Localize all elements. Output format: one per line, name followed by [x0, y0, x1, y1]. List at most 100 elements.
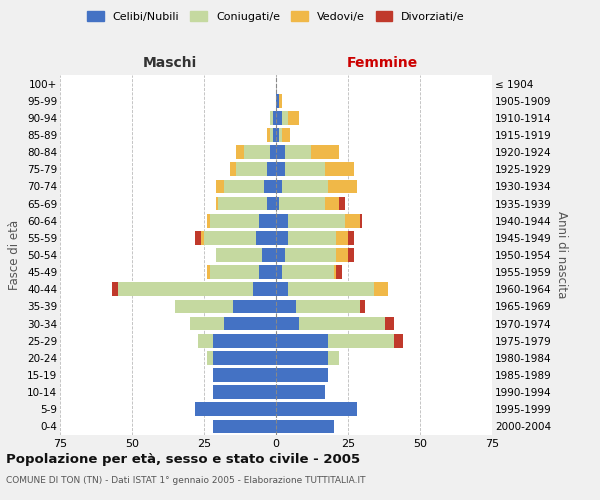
Bar [328, 351, 340, 364]
Bar [273, 111, 276, 124]
Bar [282, 128, 290, 142]
Bar [276, 146, 284, 159]
Bar [215, 196, 218, 210]
Bar [190, 316, 224, 330]
Bar [212, 351, 276, 364]
Bar [276, 248, 284, 262]
Bar [201, 231, 204, 244]
Bar [215, 248, 262, 262]
Bar [276, 334, 328, 347]
Bar [296, 300, 359, 314]
Bar [276, 180, 282, 194]
Bar [210, 266, 259, 279]
Y-axis label: Fasce di età: Fasce di età [8, 220, 22, 290]
Bar [359, 214, 362, 228]
Bar [262, 248, 276, 262]
Bar [282, 180, 328, 194]
Bar [276, 368, 328, 382]
Bar [276, 111, 282, 124]
Bar [279, 196, 325, 210]
Bar [299, 316, 385, 330]
Bar [284, 146, 311, 159]
Bar [385, 316, 394, 330]
Bar [118, 282, 253, 296]
Legend: Celibi/Nubili, Coniugati/e, Vedovi/e, Divorziati/e: Celibi/Nubili, Coniugati/e, Vedovi/e, Di… [84, 8, 468, 25]
Bar [273, 128, 276, 142]
Bar [259, 214, 276, 228]
Bar [198, 334, 212, 347]
Text: Maschi: Maschi [142, 56, 197, 70]
Bar [276, 402, 356, 416]
Text: Femmine: Femmine [347, 56, 418, 70]
Bar [276, 282, 287, 296]
Bar [276, 231, 287, 244]
Bar [337, 231, 348, 244]
Bar [265, 180, 276, 194]
Bar [270, 111, 273, 124]
Bar [259, 266, 276, 279]
Bar [287, 214, 345, 228]
Bar [268, 162, 276, 176]
Bar [348, 248, 354, 262]
Bar [210, 214, 259, 228]
Y-axis label: Anni di nascita: Anni di nascita [555, 212, 568, 298]
Bar [270, 128, 273, 142]
Bar [279, 128, 282, 142]
Bar [394, 334, 403, 347]
Bar [276, 316, 299, 330]
Bar [236, 146, 244, 159]
Bar [276, 386, 325, 399]
Bar [207, 214, 210, 228]
Bar [215, 180, 224, 194]
Bar [236, 162, 268, 176]
Bar [175, 300, 233, 314]
Bar [337, 248, 348, 262]
Bar [218, 196, 268, 210]
Bar [334, 266, 337, 279]
Bar [340, 196, 345, 210]
Bar [276, 196, 279, 210]
Text: Popolazione per età, sesso e stato civile - 2005: Popolazione per età, sesso e stato civil… [6, 452, 360, 466]
Bar [328, 334, 394, 347]
Bar [276, 94, 279, 108]
Bar [276, 420, 334, 434]
Bar [253, 282, 276, 296]
Bar [284, 162, 325, 176]
Bar [284, 248, 337, 262]
Bar [268, 196, 276, 210]
Bar [282, 266, 334, 279]
Bar [276, 214, 287, 228]
Bar [212, 420, 276, 434]
Bar [276, 351, 328, 364]
Bar [276, 300, 296, 314]
Bar [204, 231, 256, 244]
Bar [270, 146, 276, 159]
Bar [276, 162, 284, 176]
Bar [282, 111, 287, 124]
Bar [287, 231, 337, 244]
Bar [337, 266, 342, 279]
Bar [224, 316, 276, 330]
Bar [374, 282, 388, 296]
Bar [279, 94, 282, 108]
Bar [212, 368, 276, 382]
Bar [212, 334, 276, 347]
Bar [207, 266, 210, 279]
Bar [244, 146, 270, 159]
Text: COMUNE DI TON (TN) - Dati ISTAT 1° gennaio 2005 - Elaborazione TUTTITALIA.IT: COMUNE DI TON (TN) - Dati ISTAT 1° genna… [6, 476, 365, 485]
Bar [359, 300, 365, 314]
Bar [348, 231, 354, 244]
Bar [196, 402, 276, 416]
Bar [256, 231, 276, 244]
Bar [328, 180, 356, 194]
Bar [345, 214, 359, 228]
Bar [325, 196, 340, 210]
Bar [196, 231, 201, 244]
Bar [268, 128, 270, 142]
Bar [325, 162, 354, 176]
Bar [287, 282, 374, 296]
Bar [112, 282, 118, 296]
Bar [276, 128, 279, 142]
Bar [224, 180, 265, 194]
Bar [276, 266, 282, 279]
